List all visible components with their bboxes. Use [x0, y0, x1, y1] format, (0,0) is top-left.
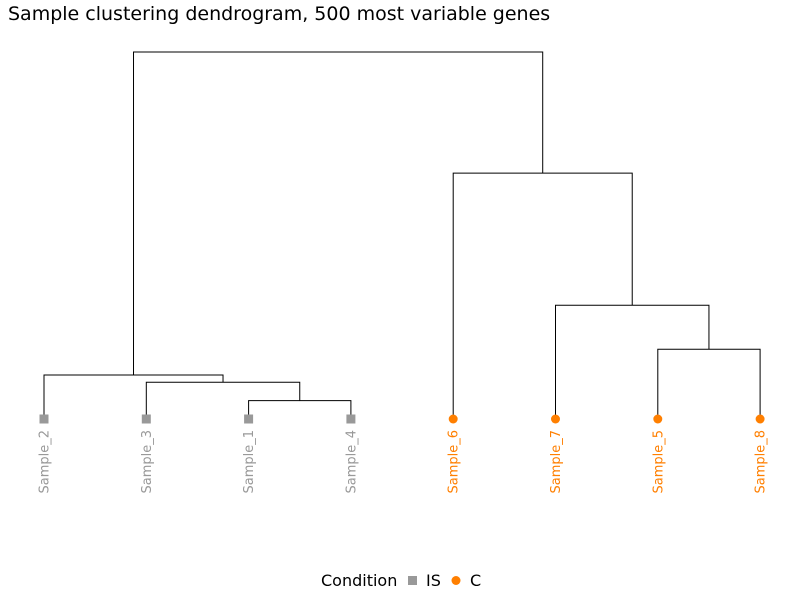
leaf-label: Sample_1 — [242, 430, 257, 494]
branch-m7 — [133, 51, 544, 375]
leaf-circle-marker — [448, 414, 458, 424]
leaf-square-marker — [244, 414, 254, 424]
chart-title: Sample clustering dendrogram, 500 most v… — [8, 3, 550, 25]
legend-title: Condition — [321, 571, 397, 590]
dendrogram-branches — [43, 51, 761, 419]
legend-circle-marker — [451, 576, 461, 585]
dendrogram-leaves: Sample_2 Sample_3 Sample_1 Sample_4 Sample_6… — [38, 414, 769, 494]
leaf-square-marker — [346, 414, 356, 424]
leaf-circle-marker — [653, 414, 663, 424]
legend-square-marker — [408, 576, 417, 585]
branch-m3 — [43, 374, 224, 419]
leaf-label: Sample_8 — [754, 430, 769, 494]
legend-item-is: IS — [426, 571, 441, 590]
leaf-label: Sample_7 — [549, 430, 564, 494]
branch-m5 — [555, 304, 710, 419]
leaf-label: Sample_2 — [38, 430, 53, 494]
leaf-circle-marker — [755, 414, 765, 424]
legend: Condition IS C — [321, 571, 481, 590]
branch-m1 — [248, 400, 352, 419]
leaf-label: Sample_5 — [651, 430, 666, 494]
branch-m4 — [657, 348, 761, 419]
leaf-square-marker — [141, 414, 151, 424]
leaf-square-marker — [39, 414, 49, 424]
leaf-circle-marker — [551, 414, 560, 424]
leaf-label: Sample_6 — [447, 430, 462, 494]
branch-m6 — [452, 172, 633, 419]
leaf-label: Sample_4 — [344, 430, 359, 494]
leaf-label: Sample_3 — [140, 430, 155, 494]
legend-item-c: C — [470, 571, 481, 590]
